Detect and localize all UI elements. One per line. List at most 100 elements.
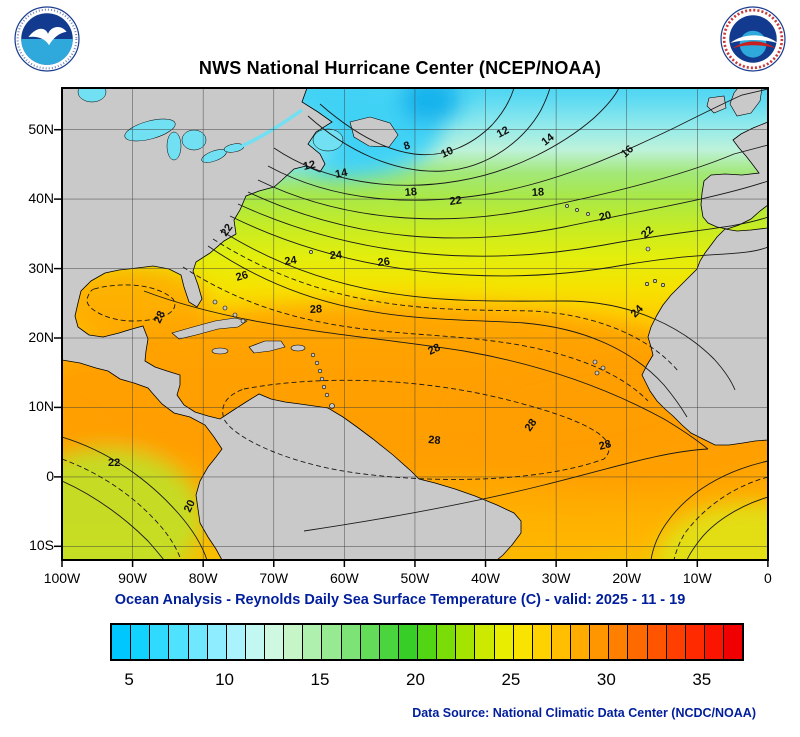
data-source: Data Source: National Climatic Data Cent…	[412, 706, 756, 720]
noaa-logo-ring-text	[16, 8, 78, 70]
canary-islands	[644, 279, 665, 288]
americas-landmass	[62, 88, 522, 560]
noaa-logo	[14, 6, 80, 72]
cool-pacific-corner	[62, 448, 202, 560]
contour-label: 28	[426, 342, 442, 358]
colorbar-cell	[455, 625, 475, 659]
map-border	[61, 87, 769, 561]
lon-label: 50W	[400, 570, 430, 586]
gulf-of-st-lawrence	[312, 128, 344, 152]
axis-ticks	[54, 128, 769, 567]
lat-label: 30N	[28, 259, 54, 276]
contour-label: 28	[598, 438, 613, 453]
colorbar-cell	[703, 625, 723, 659]
cool-se-atlantic	[657, 503, 768, 560]
lon-label: 20W	[612, 570, 642, 586]
bermuda	[309, 250, 313, 254]
map-caption: Ocean Analysis - Reynolds Daily Sea Surf…	[114, 592, 686, 608]
newfoundland	[349, 116, 399, 148]
africa	[641, 227, 768, 446]
lake-michigan	[166, 131, 182, 161]
contour-label: 22	[108, 457, 120, 469]
cuba	[171, 317, 248, 340]
contour-label: 20	[598, 209, 613, 224]
colorbar-cell	[417, 625, 437, 659]
lon-label: 80W	[188, 570, 218, 586]
lon-label: 30W	[541, 570, 571, 586]
colorbar-cell	[474, 625, 494, 659]
colorbar-cell	[225, 625, 245, 659]
colorbar-cell	[608, 625, 628, 659]
colorbar-cell	[112, 625, 131, 659]
contour-label: 8	[402, 140, 412, 153]
colorbar-cell	[321, 625, 341, 659]
azores	[565, 204, 590, 216]
lat-label: 10S	[29, 537, 54, 554]
colorbar-cell	[187, 625, 207, 659]
colorbar-cell	[397, 625, 417, 659]
land-masses	[62, 88, 768, 560]
colorbar-tick-label: 20	[405, 670, 425, 689]
colorbar-cell	[149, 625, 169, 659]
colorbar-cells	[112, 625, 743, 659]
colorbar-cell	[531, 625, 551, 659]
colorbar-cell	[244, 625, 264, 659]
colorbar-cell	[589, 625, 609, 659]
colorbar-cell	[302, 625, 322, 659]
contour-label: 26	[377, 256, 390, 269]
colorbar-tick-label: 25	[501, 670, 521, 689]
lat-label: 50N	[28, 120, 54, 137]
colorbar-cell	[665, 625, 685, 659]
colorbar-cell	[550, 625, 570, 659]
colorbar-tick-label: 10	[215, 670, 234, 689]
lat-label: 40N	[28, 190, 54, 207]
warm-gulf-of-mexico	[62, 265, 207, 341]
lake-huron	[181, 129, 207, 151]
colorbar-cell	[646, 625, 666, 659]
nws-logo-ribbon	[732, 41, 776, 49]
colorbar-cell	[436, 625, 456, 659]
colorbar-cell	[283, 625, 303, 659]
contour-label: 24	[284, 254, 299, 268]
lat-label: 20N	[28, 329, 54, 345]
colorbar-cell	[570, 625, 590, 659]
jamaica	[211, 347, 229, 355]
contour-label: 12	[495, 124, 511, 140]
colorbar-tick-label: 35	[692, 670, 712, 689]
contour-label: 12	[302, 159, 316, 173]
hispaniola	[248, 340, 286, 354]
puerto-rico	[290, 344, 306, 352]
colorbar	[110, 623, 744, 661]
colorbar-tick-label: 15	[310, 670, 330, 689]
nws-logo-ring-text	[722, 8, 784, 70]
james-bay	[77, 88, 107, 103]
ireland	[706, 95, 727, 114]
lon-label: 90W	[118, 570, 147, 586]
colorbar-cell	[130, 625, 150, 659]
contour-label: 18	[404, 186, 417, 199]
noaa-seagull-icon	[28, 26, 67, 46]
page-title: NWS National Hurricane Center (NCEP/NOAA…	[198, 58, 602, 78]
colorbar-cell	[168, 625, 188, 659]
contour-label: 18	[532, 186, 545, 199]
noaa-logo-sea	[21, 39, 73, 65]
lon-label: 60W	[329, 570, 359, 586]
contour-label: 20	[182, 498, 198, 514]
colorbar-cell	[512, 625, 532, 659]
lon-label: 40W	[471, 570, 500, 586]
colorbar-tick-label: 30	[596, 670, 616, 689]
nws-logo	[720, 6, 786, 72]
contour-label: 28	[310, 303, 323, 316]
isotherm-contours	[62, 88, 768, 560]
lon-label: 70W	[259, 570, 289, 586]
contour-label: 10	[439, 145, 455, 161]
contour-label: 22	[219, 222, 236, 239]
colorbar-cell	[264, 625, 284, 659]
colorbar-cell	[359, 625, 379, 659]
colorbar-cell	[340, 625, 360, 659]
contour-label: 26	[235, 269, 250, 284]
lon-label: 10W	[682, 570, 712, 586]
contour-label: 28	[523, 417, 540, 434]
madeira	[645, 246, 651, 252]
